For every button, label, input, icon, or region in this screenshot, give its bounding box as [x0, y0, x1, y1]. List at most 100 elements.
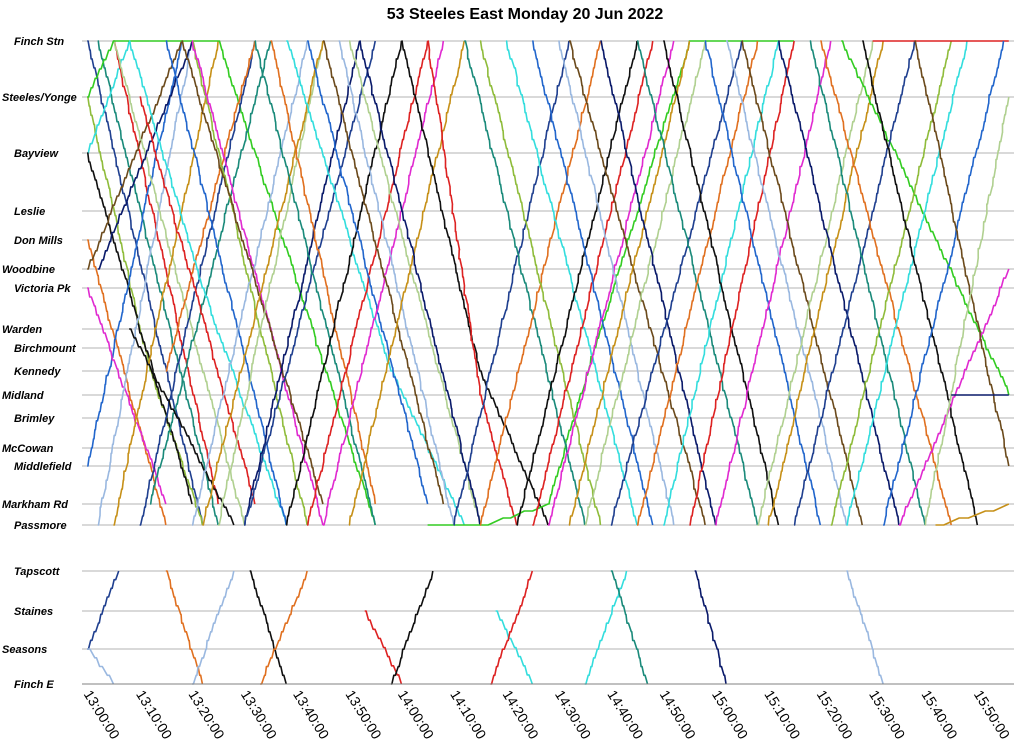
trip-line: [846, 40, 968, 526]
x-tick-label: 15:50:00: [971, 687, 1014, 742]
trip-line: [254, 40, 376, 526]
stop-label: Brimley: [14, 413, 55, 425]
trip-line: [610, 40, 743, 526]
trip-line: [809, 40, 926, 526]
trip-line: [270, 40, 376, 505]
x-tick-label: 14:20:00: [500, 687, 543, 742]
trip-line: [935, 503, 1010, 526]
trip-line: [322, 40, 445, 505]
trip-line: [192, 570, 235, 685]
trip-line: [584, 570, 628, 685]
trip-line: [726, 40, 848, 526]
trip-line: [898, 268, 1010, 526]
trip-line: [862, 40, 979, 526]
trip-line: [87, 648, 115, 685]
trip-line: [778, 40, 900, 526]
trip-line: [548, 40, 675, 526]
trip-line: [97, 40, 193, 270]
trip-line: [249, 570, 287, 685]
trip-line: [532, 40, 654, 526]
stop-label: Tapscott: [14, 566, 61, 578]
trip-line: [202, 40, 324, 526]
trip-line: [741, 40, 863, 526]
trip-line: [401, 40, 549, 526]
stop-label: Leslie: [14, 206, 45, 218]
trip-line: [568, 40, 706, 526]
trip-line: [558, 40, 675, 526]
x-tick-label: 13:50:00: [342, 687, 385, 742]
trip-line: [244, 40, 361, 526]
x-tick-label: 14:50:00: [657, 687, 700, 742]
trip-line: [464, 40, 586, 526]
x-tick-label: 15:30:00: [866, 687, 909, 742]
trip-line: [181, 40, 324, 505]
trip-line: [307, 40, 429, 526]
x-tick-label: 15:00:00: [709, 687, 752, 742]
trip-line: [87, 287, 167, 505]
trip-line: [113, 40, 219, 526]
trip-line: [427, 40, 795, 526]
x-tick-label: 14:00:00: [395, 687, 438, 742]
trip-line: [637, 40, 759, 526]
trip-line: [165, 570, 204, 685]
trip-line: [165, 40, 256, 372]
trip-line: [914, 40, 1010, 467]
trip-line: [87, 570, 120, 650]
trip-line: [129, 40, 287, 526]
trip-line: [97, 40, 219, 526]
trip-line: [568, 40, 691, 526]
trip-line: [191, 40, 324, 526]
trip-line: [87, 152, 193, 505]
trip-line: [87, 40, 183, 467]
stop-label: Steeles/Yonge: [2, 92, 77, 104]
stop-label: McCowan: [2, 443, 54, 455]
trip-line: [87, 40, 376, 526]
x-tick-label: 15:10:00: [761, 687, 804, 742]
stop-label: Warden: [2, 324, 42, 336]
trip-line: [87, 96, 204, 526]
trip-line: [841, 40, 1010, 396]
trip-line: [479, 40, 602, 526]
trip-line: [584, 40, 706, 526]
stop-label: Woodbine: [2, 264, 55, 276]
trip-line: [97, 40, 193, 526]
trip-line: [505, 40, 638, 526]
x-tick-label: 14:10:00: [447, 687, 490, 742]
trip-line: [139, 96, 256, 505]
x-tick-label: 13:20:00: [185, 687, 228, 742]
trip-line: [610, 570, 649, 685]
x-tick-label: 13:40:00: [290, 687, 333, 742]
stop-label: Middlefield: [14, 461, 72, 473]
trip-line: [490, 570, 534, 685]
trip-line: [427, 40, 518, 526]
trip-line: [364, 610, 403, 685]
trip-line: [113, 40, 219, 505]
trip-line: [830, 40, 952, 526]
trip-line: [359, 40, 481, 526]
chart-title: 53 Steeles East Monday 20 Jun 2022: [387, 6, 664, 23]
trip-line: [307, 40, 429, 505]
trip-line: [516, 40, 638, 526]
trip-line: [338, 40, 455, 526]
trip-lines: [87, 40, 1010, 685]
stop-gridlines: [82, 40, 1014, 685]
stop-label: Finch E: [14, 679, 54, 691]
x-axis-tick-labels: 13:00:00 13:10:00 13:20:00 13:30:00 13:40:00…: [81, 687, 1014, 742]
trip-line: [87, 40, 183, 270]
trip-line: [689, 40, 795, 526]
x-tick-label: 13:10:00: [133, 687, 176, 742]
trip-line: [453, 40, 570, 526]
stop-label: Finch Stn: [14, 36, 64, 48]
trip-line: [87, 40, 130, 154]
trip-line: [139, 40, 256, 526]
trip-line: [704, 40, 822, 526]
stop-label: Bayview: [14, 148, 59, 160]
trip-line: [285, 40, 403, 526]
trip-line: [694, 570, 727, 685]
stop-label: Birchmount: [14, 343, 77, 355]
x-tick-label: 13:30:00: [238, 687, 281, 742]
stop-label: Midland: [2, 390, 44, 402]
x-tick-label: 15:40:00: [918, 687, 961, 742]
trip-line: [820, 40, 952, 526]
